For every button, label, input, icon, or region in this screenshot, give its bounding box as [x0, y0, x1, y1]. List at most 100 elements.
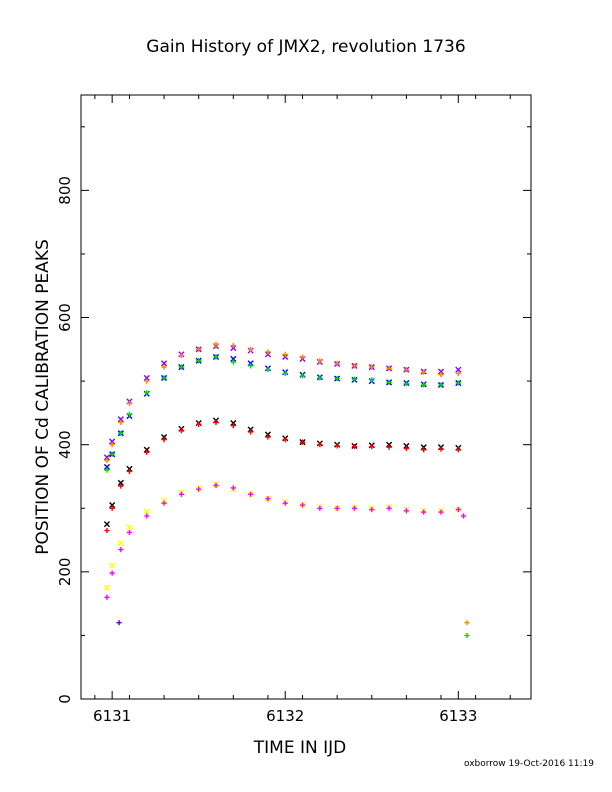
data-point	[299, 439, 306, 445]
data-point	[351, 363, 358, 369]
data-point	[103, 521, 111, 528]
data-point	[144, 449, 150, 455]
data-point	[317, 375, 323, 381]
data-point	[161, 364, 167, 370]
data-point	[109, 570, 115, 576]
data-point	[118, 419, 124, 426]
data-point	[265, 434, 271, 440]
data-point	[109, 505, 115, 511]
data-point	[126, 529, 133, 536]
data-point	[369, 443, 375, 450]
data-point	[104, 457, 110, 464]
data-point	[116, 620, 122, 626]
data-point	[126, 468, 133, 474]
series-8	[116, 620, 122, 626]
data-point	[248, 346, 254, 352]
y-tick-label: 0	[56, 694, 74, 704]
data-point	[161, 375, 167, 381]
data-point	[104, 527, 110, 534]
data-point	[403, 445, 409, 452]
data-point	[438, 509, 444, 515]
data-point	[178, 353, 184, 359]
data-point	[334, 443, 340, 449]
data-point	[118, 483, 124, 489]
data-point	[117, 479, 124, 486]
series-0	[103, 343, 462, 461]
data-point	[103, 454, 111, 461]
data-point	[455, 366, 462, 373]
data-point	[464, 620, 470, 626]
data-point	[334, 375, 340, 382]
data-point	[265, 496, 271, 502]
data-point	[403, 381, 409, 387]
data-point	[230, 423, 236, 429]
data-point	[438, 372, 444, 378]
data-point	[213, 341, 219, 347]
data-point	[421, 369, 427, 375]
data-point	[178, 491, 184, 497]
plot-frame	[80, 94, 532, 700]
series-5	[104, 419, 461, 534]
data-point	[351, 443, 358, 450]
data-point	[386, 444, 392, 450]
data-point	[437, 368, 445, 375]
data-point	[299, 354, 306, 360]
data-point	[213, 419, 219, 426]
data-point	[109, 442, 115, 448]
data-point	[143, 374, 150, 382]
data-point	[455, 447, 461, 453]
data-point	[143, 508, 150, 515]
series-3	[104, 354, 470, 639]
data-point	[334, 505, 340, 511]
data-point	[386, 365, 392, 371]
data-point	[109, 438, 116, 445]
data-point	[213, 354, 219, 360]
x-tick-label: 6131	[93, 707, 131, 725]
data-point	[317, 505, 323, 511]
data-point	[230, 342, 236, 349]
data-point	[144, 378, 150, 384]
data-point	[317, 358, 323, 364]
data-point	[403, 508, 409, 514]
data-point	[265, 367, 271, 373]
data-point	[178, 428, 184, 434]
data-point	[317, 442, 323, 448]
data-point	[334, 360, 340, 366]
series-6	[103, 481, 462, 591]
axis-layer: 6131 6132 6133 0 200 400 600 800	[56, 95, 531, 725]
data-point	[144, 389, 150, 396]
footer-stamp: oxborrow 19-Oct-2016 11:19	[463, 759, 594, 769]
data-point	[118, 430, 124, 436]
data-point	[438, 446, 444, 452]
data-point	[421, 509, 427, 515]
data-point	[144, 513, 150, 519]
data-point	[386, 379, 392, 385]
x-tick-label: 6132	[266, 707, 304, 725]
data-point	[282, 500, 288, 506]
data-point	[282, 436, 288, 443]
data-point	[160, 360, 168, 367]
data-point	[265, 349, 271, 355]
data-point	[109, 501, 116, 509]
data-point	[103, 584, 111, 591]
data-point	[230, 485, 236, 491]
data-point	[455, 370, 461, 377]
data-point	[109, 562, 116, 569]
points-layer	[103, 341, 470, 639]
data-point	[126, 400, 133, 406]
data-point	[369, 506, 375, 513]
y-tick-label: 800	[56, 176, 74, 205]
data-point	[230, 359, 236, 365]
data-point	[196, 486, 202, 492]
data-point	[460, 513, 467, 519]
data-point	[455, 380, 461, 386]
series-2	[104, 341, 470, 626]
data-point	[248, 429, 254, 435]
data-point	[299, 502, 306, 508]
data-point	[421, 447, 427, 453]
data-point	[282, 351, 288, 358]
data-point	[230, 355, 237, 362]
data-point	[117, 416, 124, 423]
data-point	[299, 373, 306, 379]
